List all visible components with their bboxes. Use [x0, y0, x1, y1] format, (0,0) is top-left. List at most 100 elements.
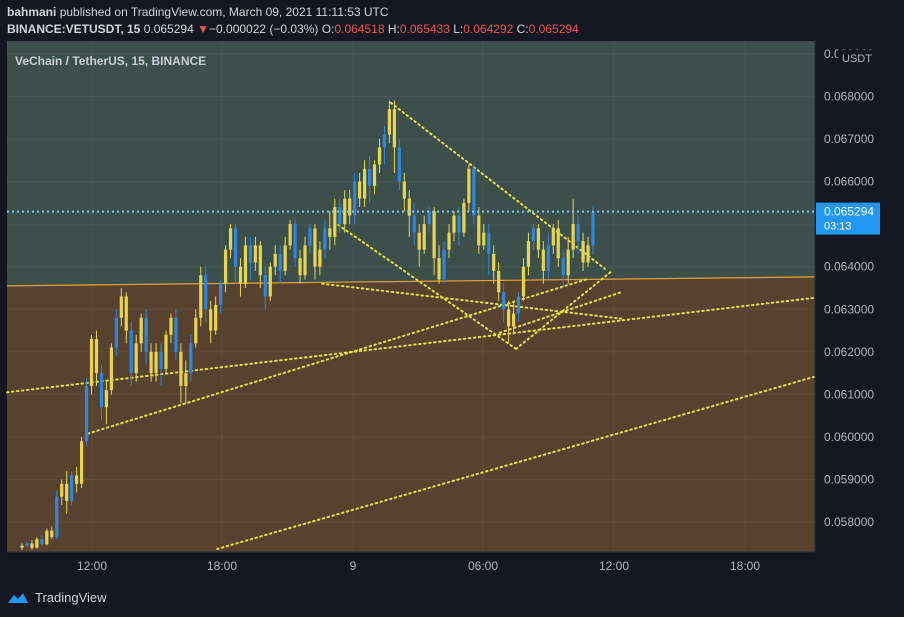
- candle-body: [288, 224, 292, 246]
- trend-line: [321, 282, 623, 320]
- candle-body: [551, 228, 555, 246]
- close-label: C:: [516, 22, 529, 36]
- candle-body: [189, 343, 193, 374]
- author-name: bahmani: [7, 5, 57, 19]
- candle-body: [506, 309, 511, 327]
- candle-body: [447, 232, 451, 250]
- time-tick-label: 12:00: [599, 559, 629, 573]
- close-value: 0.065294: [528, 22, 579, 36]
- candle-body: [581, 241, 585, 263]
- brand-name: TradingView: [35, 590, 107, 605]
- candle-body: [119, 296, 123, 318]
- candle-body: [184, 373, 188, 386]
- candle-body: [50, 530, 54, 538]
- ohlc-legend: BINANCE:VETUSDT, 15 0.065294 ▼−0.000022 …: [7, 22, 579, 36]
- candle-body: [238, 266, 243, 284]
- current-price-tag: [816, 202, 880, 235]
- price-tick-label: 0.068000: [824, 89, 874, 103]
- candle-body: [20, 545, 24, 548]
- candle-body: [348, 198, 352, 216]
- candle-body: [328, 228, 332, 237]
- candle-body: [70, 475, 74, 501]
- price-tick-label: 0.058000: [824, 515, 874, 529]
- candle-body: [194, 317, 198, 344]
- candle-body: [502, 292, 506, 310]
- candle-body: [40, 539, 44, 545]
- candle-body: [437, 258, 441, 280]
- time-tick-label: 18:00: [207, 559, 237, 573]
- countdown-timer: 03:13: [824, 221, 852, 233]
- candle-body: [546, 245, 550, 271]
- candle-body: [402, 181, 406, 199]
- trend-line: [6, 296, 816, 394]
- open-label: O:: [321, 22, 335, 36]
- candle-body: [392, 109, 396, 148]
- candle-body: [417, 232, 421, 250]
- candle-body: [367, 168, 372, 186]
- candle-body: [333, 207, 337, 237]
- candle-body: [35, 539, 39, 548]
- price-axis: [815, 41, 904, 552]
- candle-body: [154, 351, 158, 374]
- candle-body: [223, 249, 228, 284]
- open-value: 0.064518: [334, 22, 385, 36]
- candle-body: [169, 317, 173, 335]
- zone-boundary-line: [6, 276, 816, 287]
- publish-text: published on TradingView.com, March 09, …: [59, 5, 389, 19]
- candle-body: [144, 317, 148, 352]
- candle-body: [472, 168, 476, 216]
- candle-body: [377, 147, 382, 165]
- candle-body: [576, 224, 580, 242]
- candle-body: [278, 253, 282, 271]
- candle-body: [561, 258, 565, 276]
- candle-body: [25, 543, 29, 546]
- candle-body: [412, 215, 416, 233]
- candle-body: [258, 245, 262, 276]
- candle-body: [526, 241, 531, 267]
- candle-body: [516, 296, 521, 314]
- candle-body: [323, 228, 327, 250]
- candle-body: [521, 266, 526, 297]
- candle-body: [159, 351, 163, 369]
- candle-body: [482, 232, 486, 246]
- candle-body: [293, 224, 297, 259]
- price-change: −0.000022 (−0.03%): [209, 22, 319, 36]
- candle-body: [487, 232, 491, 254]
- candle-body: [79, 441, 84, 484]
- candle-body: [149, 351, 153, 374]
- candle-body: [497, 270, 501, 293]
- candle-body: [397, 147, 401, 182]
- candle-body: [457, 215, 461, 233]
- candle-body: [233, 228, 238, 267]
- candle-body: [99, 373, 104, 408]
- upper-zone: [7, 41, 815, 286]
- candle-body: [45, 530, 49, 545]
- candle-body: [228, 228, 233, 250]
- candle-body: [129, 330, 133, 374]
- price-tick-label: 0.063000: [824, 302, 874, 316]
- candle-body: [372, 164, 377, 186]
- candle-body: [283, 245, 287, 271]
- candle-body: [199, 275, 203, 318]
- candle-body: [65, 483, 69, 501]
- candle-body: [591, 211, 595, 246]
- candle-body: [541, 249, 545, 271]
- candle-body: [243, 245, 248, 284]
- candle-body: [104, 390, 109, 408]
- candle-body: [209, 309, 213, 331]
- candle-body: [442, 249, 446, 280]
- candle-body: [343, 198, 347, 225]
- time-tick-label: 06:00: [468, 559, 498, 573]
- candle-body: [477, 215, 481, 246]
- publish-info: bahmani published on TradingView.com, Ma…: [7, 5, 389, 19]
- current-price-value: 0.065294: [824, 205, 874, 219]
- candle-body: [492, 253, 496, 271]
- candle-body: [174, 317, 178, 352]
- candle-body: [139, 317, 143, 344]
- candle-body: [363, 168, 367, 199]
- price-tick-label: 0.066000: [824, 175, 874, 189]
- candle-body: [60, 483, 64, 497]
- footer-brand[interactable]: TradingView: [7, 590, 107, 605]
- candle-body: [556, 228, 560, 259]
